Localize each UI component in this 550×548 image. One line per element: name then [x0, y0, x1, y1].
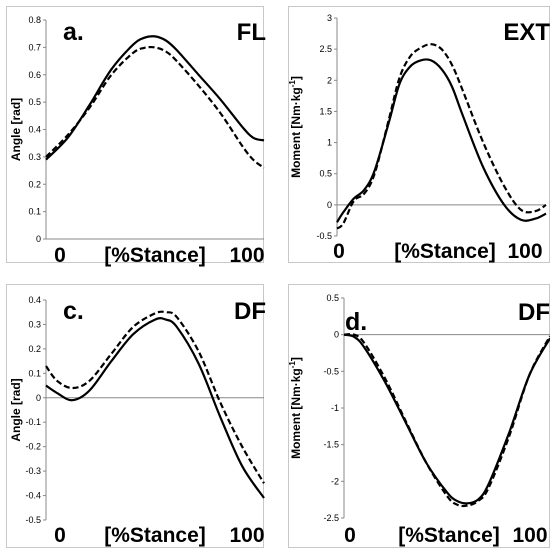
y-axis-label: Angle [rad]	[9, 98, 23, 161]
y-axis-label-text: Angle [rad]	[9, 98, 23, 161]
y-tick-label: 0	[327, 200, 332, 210]
y-tick-label: 1.5	[319, 106, 332, 116]
panel-letter: d.	[345, 308, 367, 336]
x-tick-label-end: 100	[229, 524, 264, 547]
y-tick-label: 0.2	[28, 344, 41, 354]
y-tick-label: 0	[36, 393, 41, 403]
y-tick-label: -2	[331, 476, 339, 486]
series-line-dashed	[45, 45, 265, 169]
y-tick-label: 0.5	[28, 97, 41, 107]
x-axis-label: [%Stance]	[394, 240, 496, 263]
x-axis-label: [%Stance]	[104, 524, 206, 547]
y-axis-label-text: Moment [Nm·kg	[289, 87, 303, 178]
y-tick-label: 0.3	[28, 319, 41, 329]
panel-label: FL	[237, 19, 266, 46]
chart-panel-1: 0 0.1 0.2 0.3 0.4 0.5 0.6 0.7 0.8 Angle [rad] a. FL…	[6, 6, 266, 267]
y-tick-label: -0.5	[323, 366, 339, 376]
x-tick-label-start: 0	[344, 524, 356, 547]
y-axis-label: Angle [rad]	[9, 378, 23, 441]
y-tick-label: -0.5	[25, 515, 41, 525]
y-tick-label: 0.5	[319, 169, 332, 179]
x-tick-label-end: 100	[512, 524, 547, 547]
y-tick-label: -1.5	[323, 440, 339, 450]
y-tick-label: 0.4	[28, 125, 41, 135]
series-line-dashed	[343, 332, 550, 508]
y-tick-label: 0	[334, 330, 339, 340]
chart-panel-3: -0.5 -0.4 -0.3 -0.2 -0.1 0 0.1 0.2 0.3 0.4 Angle […	[6, 284, 266, 548]
y-tick-label: -0.5	[316, 231, 332, 241]
x-tick-label-start: 0	[333, 240, 345, 263]
series-line-solid	[343, 333, 550, 505]
y-tick-label: 0	[36, 234, 41, 244]
y-axis-label-sup: -1	[288, 80, 297, 88]
y-tick-label: 0.7	[28, 42, 41, 52]
y-tick-label: -2.5	[323, 513, 339, 523]
panel-frame	[6, 6, 264, 263]
panel-label: EXT	[503, 19, 550, 46]
y-axis-label-text: Moment [Nm·kg	[289, 368, 303, 459]
series-line-solid	[336, 58, 547, 223]
y-tick-label: 0.8	[28, 15, 41, 25]
y-tick-label: 3	[327, 13, 332, 23]
y-tick-label: 0.4	[28, 295, 41, 305]
y-tick-label: -0.4	[25, 491, 41, 501]
panel-label: DF	[234, 298, 266, 325]
y-axis-label-sup: -1	[288, 361, 297, 369]
x-axis-label: [%Stance]	[104, 244, 206, 267]
y-tick-label: 2	[327, 75, 332, 85]
y-tick-label: 0.2	[28, 179, 41, 189]
y-tick-label: -0.3	[25, 466, 41, 476]
y-tick-label: 0.5	[326, 293, 339, 303]
y-tick-label: 0.1	[28, 207, 41, 217]
series-line-dashed	[45, 310, 265, 484]
y-tick-label: 0.1	[28, 368, 41, 378]
panel-letter: a.	[63, 18, 84, 46]
y-axis-label: Moment [Nm·kg-1]	[288, 76, 303, 178]
x-tick-label-start: 0	[54, 524, 66, 547]
y-tick-label: -1	[331, 403, 339, 413]
x-tick-label-end: 100	[229, 244, 264, 267]
y-tick-label: -0.1	[25, 417, 41, 427]
panel-letter: c.	[63, 297, 84, 325]
y-tick-label: 1	[327, 138, 332, 148]
y-axis-label: Moment [Nm·kg-1]	[288, 357, 303, 459]
panel-label: DF	[518, 299, 550, 326]
x-tick-label-start: 0	[54, 244, 66, 267]
series-line-dashed	[336, 43, 547, 230]
y-axis-label-end: ]	[289, 357, 303, 361]
y-tick-label: -0.2	[25, 442, 41, 452]
y-tick-label: 0.3	[28, 152, 41, 162]
x-axis-label: [%Stance]	[398, 524, 500, 547]
x-tick-label-end: 100	[507, 240, 542, 263]
series-line-solid	[45, 35, 265, 161]
panel-frame	[288, 284, 550, 548]
series-line-solid	[45, 317, 265, 499]
y-axis-label-text: Angle [rad]	[9, 378, 23, 441]
y-tick-label: 2.5	[319, 44, 332, 54]
y-axis-label-end: ]	[289, 76, 303, 80]
y-tick-label: 0.6	[28, 70, 41, 80]
